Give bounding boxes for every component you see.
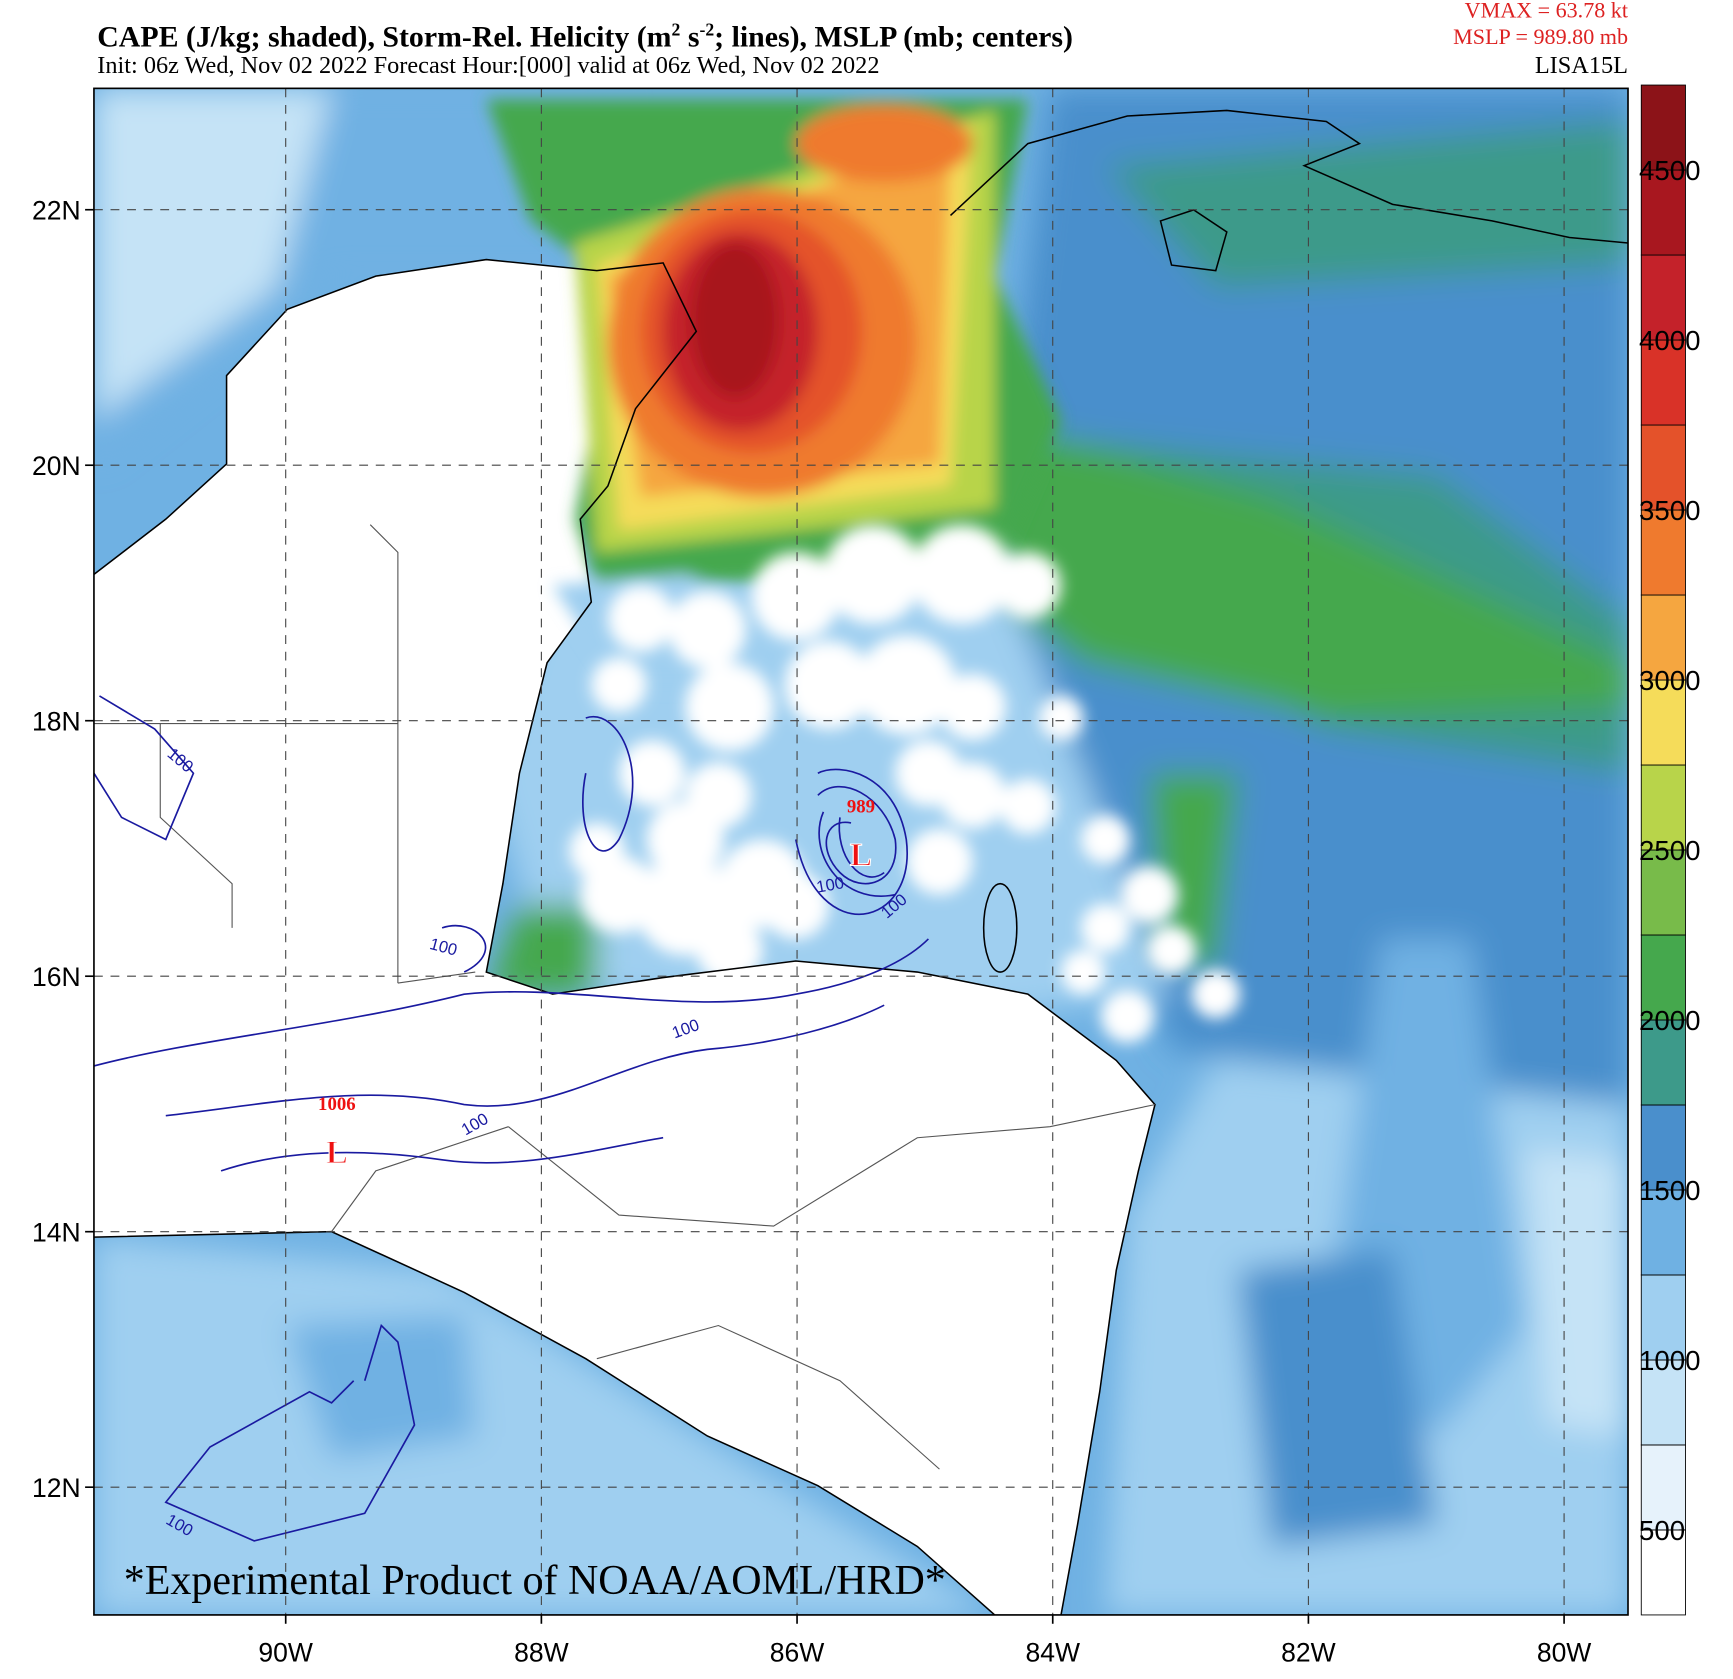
y-tick-label: 22N	[32, 196, 81, 226]
subtitle: Init: 06z Wed, Nov 02 2022 Forecast Hour…	[97, 52, 879, 79]
colorbar-swatch	[1640, 1444, 1686, 1531]
center-pressure: 989	[847, 797, 875, 818]
colorbar-swatch	[1640, 934, 1686, 1021]
colorbar-swatch	[1640, 594, 1686, 681]
colorbar-label: 2500	[1639, 835, 1700, 866]
title-part: CAPE (J/kg; shaded), Storm-Rel. Helicity…	[97, 20, 671, 53]
x-tick-label: 80W	[1537, 1637, 1592, 1667]
title-part: s	[680, 20, 699, 53]
storm-id: LISA15L	[1535, 52, 1628, 79]
colorbar-swatch	[1640, 1019, 1686, 1106]
title-part: -2	[699, 19, 714, 39]
colorbar-label: 3500	[1639, 495, 1700, 526]
colorbar-label: 500	[1639, 1515, 1685, 1546]
colorbar-swatch	[1640, 1189, 1686, 1276]
title: CAPE (J/kg; shaded), Storm-Rel. Helicity…	[97, 19, 1073, 53]
storm-vmax: VMAX = 63.78 kt	[1465, 0, 1628, 23]
y-tick-label: 12N	[32, 1473, 81, 1503]
center-pressure: 1006	[318, 1094, 356, 1115]
x-tick-label: 88W	[514, 1637, 569, 1667]
footer-note: *Experimental Product of NOAA/AOML/HRD*	[124, 1558, 946, 1604]
title-part: ; lines), MSLP (mb; centers)	[714, 20, 1073, 53]
colorbar-label: 4500	[1639, 155, 1700, 186]
colorbar-swatch	[1640, 849, 1686, 936]
x-tick-label: 84W	[1025, 1637, 1080, 1667]
colorbar-swatch	[1640, 84, 1686, 171]
x-tick-label: 82W	[1281, 1637, 1336, 1667]
contour-label: 100	[815, 873, 846, 897]
colorbar-swatch	[1640, 764, 1686, 851]
title-part: 2	[672, 19, 681, 39]
colorbar-label: 4000	[1639, 325, 1700, 356]
colorbar-swatch	[1640, 424, 1686, 511]
colorbar-swatch	[1640, 679, 1686, 766]
colorbar-label: 3000	[1639, 665, 1700, 696]
x-tick-label: 86W	[770, 1637, 825, 1667]
x-tick-label: 90W	[258, 1637, 313, 1667]
colorbar-label: 1500	[1639, 1175, 1700, 1206]
y-tick-label: 18N	[32, 707, 81, 737]
colorbar-swatch	[1640, 254, 1686, 341]
center-marker: L	[850, 837, 872, 874]
colorbar-swatch	[1640, 1104, 1686, 1191]
y-tick-label: 14N	[32, 1218, 81, 1248]
colorbar-label: 1000	[1639, 1345, 1700, 1376]
y-tick-label: 16N	[32, 962, 81, 992]
storm-mslp: MSLP = 989.80 mb	[1453, 24, 1628, 49]
center-marker: L	[326, 1134, 348, 1171]
colorbar-swatch	[1640, 339, 1686, 426]
colorbar-label: 2000	[1639, 1005, 1700, 1036]
y-tick-label: 20N	[32, 451, 81, 481]
map-frame	[93, 87, 1629, 1616]
colorbar-swatch	[1640, 1359, 1686, 1446]
